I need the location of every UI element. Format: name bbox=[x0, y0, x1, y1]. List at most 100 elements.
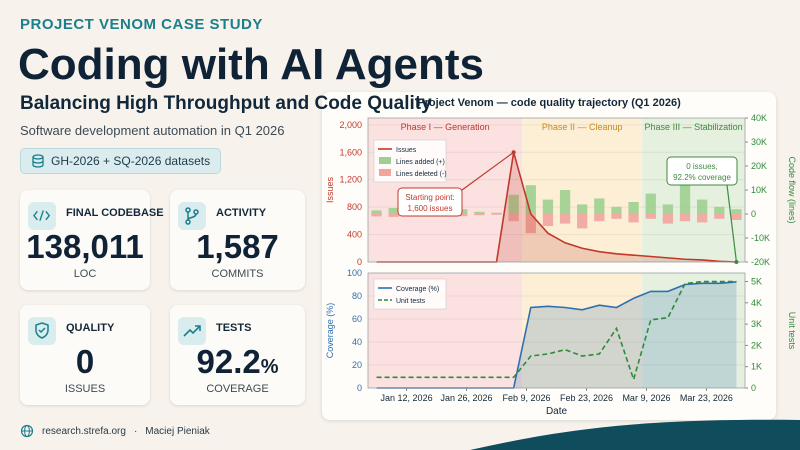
bar bbox=[474, 214, 485, 216]
bar bbox=[697, 214, 708, 223]
y2-tick-label: 4K bbox=[751, 298, 762, 308]
card-label: QUALITY bbox=[66, 322, 115, 334]
panel-title: Project Venom — code quality trajectory … bbox=[417, 97, 681, 109]
bar bbox=[542, 199, 554, 214]
y2-tick-label: 30K bbox=[751, 137, 767, 147]
y2-axis-label: Unit tests bbox=[787, 312, 797, 350]
y2-axis-label: Code flow (lines) bbox=[787, 156, 797, 223]
card-value: 92.2% bbox=[170, 343, 305, 381]
bar bbox=[474, 211, 485, 214]
bar bbox=[388, 214, 399, 217]
x-tick-label: Mar 23, 2026 bbox=[680, 393, 733, 403]
y-tick-label: 60 bbox=[352, 314, 362, 324]
footer-author: Maciej Pieniak bbox=[145, 425, 210, 437]
card-icon bbox=[178, 202, 206, 230]
y-axis-label: Coverage (%) bbox=[325, 303, 335, 359]
y-tick-label: 0 bbox=[357, 383, 362, 393]
phase-label: Phase II — Cleanup bbox=[542, 122, 623, 132]
y2-tick-label: 3K bbox=[751, 319, 762, 329]
bar bbox=[714, 214, 725, 219]
card-value-number: 0 bbox=[75, 343, 95, 380]
bar bbox=[491, 214, 502, 215]
bar bbox=[594, 214, 605, 222]
card-icon bbox=[28, 317, 56, 345]
bar bbox=[594, 198, 605, 214]
card-unit: LOC bbox=[73, 268, 97, 280]
card-value: 1,587 bbox=[170, 228, 305, 266]
annotation-tip bbox=[734, 260, 739, 264]
area bbox=[376, 152, 737, 262]
card-value-number: 92.2 bbox=[196, 343, 261, 380]
y2-tick-label: 20K bbox=[751, 161, 767, 171]
bar bbox=[697, 199, 708, 214]
icon-glyph bbox=[185, 207, 199, 225]
bar bbox=[371, 214, 382, 217]
bar bbox=[508, 214, 519, 222]
bar bbox=[577, 214, 588, 229]
y2-tick-label: 0 bbox=[751, 383, 756, 393]
annotation-text: 0 issues, bbox=[686, 162, 718, 171]
legend-label: Unit tests bbox=[396, 298, 426, 305]
bar bbox=[542, 214, 554, 226]
bar bbox=[491, 212, 502, 214]
y-tick-label: 1,200 bbox=[339, 175, 362, 185]
bar bbox=[525, 185, 536, 214]
card-unit: ISSUES bbox=[64, 383, 106, 395]
y2-tick-label: 5K bbox=[751, 277, 762, 287]
card-icon bbox=[178, 317, 206, 345]
tagline: Software development automation in Q1 20… bbox=[20, 123, 285, 138]
phase-label: Phase III — Stabilization bbox=[645, 122, 743, 132]
card-label: ACTIVITY bbox=[216, 207, 267, 219]
bar bbox=[525, 214, 536, 234]
bar bbox=[662, 204, 674, 214]
card-value-number: 138,011 bbox=[26, 228, 144, 265]
y-tick-label: 2,000 bbox=[339, 120, 362, 130]
card-label: TESTS bbox=[216, 322, 252, 334]
legend-swatch bbox=[379, 157, 391, 164]
footer-wave bbox=[470, 419, 800, 450]
y2-tick-label: 40K bbox=[751, 113, 767, 123]
bar bbox=[559, 190, 571, 214]
y-tick-label: 400 bbox=[347, 230, 362, 240]
legend-box bbox=[373, 278, 447, 310]
plot-frame bbox=[367, 272, 746, 389]
x-axis-label: Date bbox=[546, 406, 568, 417]
bar bbox=[628, 202, 639, 214]
y-tick-label: 1,600 bbox=[339, 147, 362, 157]
phase-band bbox=[522, 273, 643, 388]
card-value: 0 bbox=[20, 343, 150, 381]
y-tick-label: 20 bbox=[352, 360, 362, 370]
y-tick-label: 80 bbox=[352, 291, 362, 301]
bar bbox=[371, 210, 382, 214]
bar bbox=[645, 214, 656, 219]
bar bbox=[508, 194, 519, 214]
annotation-arrow bbox=[726, 184, 738, 263]
stat-card: QUALITY 0 ISSUES bbox=[20, 305, 150, 405]
card-value-number: 1,587 bbox=[196, 228, 279, 265]
plot-frame bbox=[367, 117, 746, 263]
icon-glyph bbox=[35, 322, 49, 339]
annotation-text: 92.2% coverage bbox=[673, 173, 731, 182]
badge: GH-2026 + SQ-2026 datasets bbox=[20, 148, 222, 174]
annotation-tip bbox=[511, 150, 516, 155]
card-label: FINAL CODEBASE bbox=[66, 207, 164, 219]
bar bbox=[662, 214, 674, 224]
x-tick-label: Feb 23, 2026 bbox=[560, 393, 613, 403]
card-icon bbox=[28, 202, 56, 230]
annotation-arrow bbox=[461, 151, 515, 191]
y2-tick-label: 1K bbox=[751, 362, 762, 372]
legend-label: Issues bbox=[396, 147, 417, 154]
y2-tick-label: -10K bbox=[751, 233, 770, 243]
kicker: PROJECT VENOM CASE STUDY bbox=[20, 16, 263, 33]
y2-tick-label: 0 bbox=[751, 209, 756, 219]
y2-tick-label: 10K bbox=[751, 185, 767, 195]
y-tick-label: 800 bbox=[347, 202, 362, 212]
title: Coding with AI Agents bbox=[18, 40, 485, 89]
legend-label: Coverage (%) bbox=[396, 286, 439, 293]
phase-label: Phase I — Generation bbox=[401, 122, 490, 132]
stat-card: TESTS 92.2% COVERAGE bbox=[170, 305, 305, 405]
x-tick-label: Jan 12, 2026 bbox=[381, 393, 433, 403]
bar bbox=[457, 214, 468, 217]
y2-tick-label: -20K bbox=[751, 257, 770, 267]
